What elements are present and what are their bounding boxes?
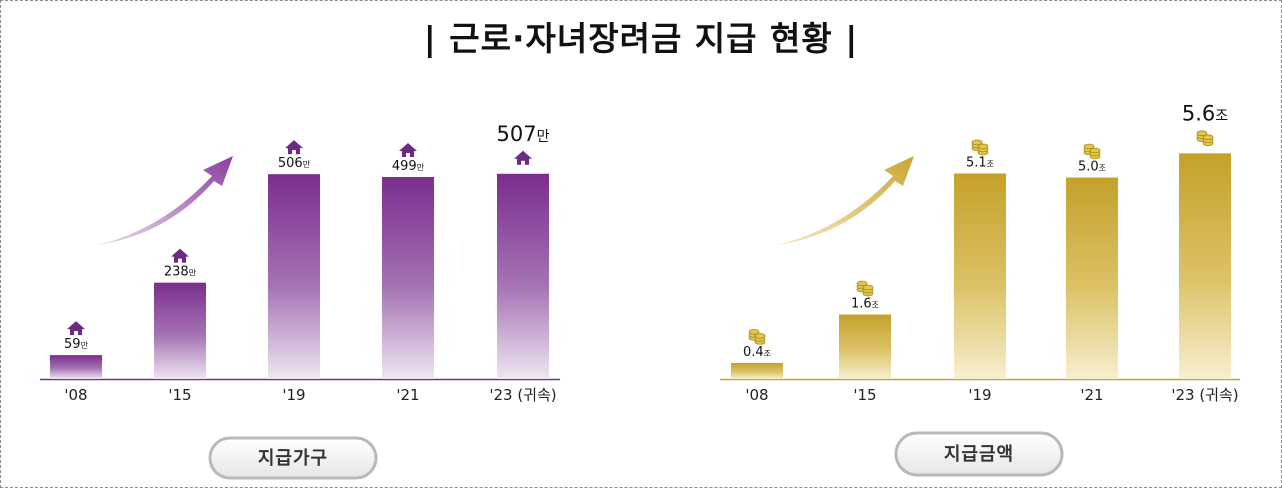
house-icon — [171, 248, 189, 263]
data-label: 59만 — [64, 337, 89, 352]
x-tick-label: '21 — [1080, 386, 1103, 404]
bar — [731, 362, 783, 379]
bar — [1179, 153, 1231, 379]
caption-pill: 지급가구 — [208, 436, 378, 480]
house-icon — [514, 150, 532, 165]
caption-label: 지급금액 — [944, 444, 1014, 465]
coins-icon — [971, 139, 989, 156]
data-label: 5.6조 — [1182, 101, 1228, 125]
house-icon — [399, 143, 417, 158]
bar — [268, 174, 320, 379]
house-icon — [67, 321, 85, 336]
data-label: 499만 — [392, 159, 425, 174]
x-tick-label: '19 — [968, 386, 991, 404]
x-tick-label: '08 — [745, 386, 768, 404]
x-tick-label: '19 — [282, 386, 305, 404]
trend-arrow-icon — [773, 156, 914, 246]
households-chart: 59만 '08 238만 '15 506만 '19 499만 '21 507만 '23 (귀속) 지… — [40, 122, 560, 480]
x-tick-label: '15 — [168, 386, 191, 404]
page-title: | 근로·자녀장려금 지급 현황 | — [423, 19, 859, 58]
x-tick-label: '08 — [64, 386, 87, 404]
data-label: 1.6조 — [851, 297, 879, 312]
data-label: 5.1조 — [966, 155, 994, 170]
amount-chart: 0.4조 '08 1.6조 '15 5.1조 '19 5.0조 '21 5.6조 '23 (귀속)… — [720, 101, 1240, 477]
x-tick-label: '23 (귀속) — [1171, 386, 1238, 404]
trend-arrow-icon — [92, 156, 233, 246]
bar — [382, 177, 434, 379]
data-label: 5.0조 — [1078, 160, 1106, 175]
coins-icon — [1196, 130, 1214, 147]
data-label: 238만 — [164, 265, 197, 280]
x-tick-label: '23 (귀속) — [489, 386, 556, 404]
bar — [154, 282, 206, 379]
coins-icon — [856, 280, 874, 297]
bar — [839, 314, 891, 379]
data-label: 506만 — [278, 156, 311, 171]
data-label: 0.4조 — [743, 345, 771, 360]
bar — [50, 355, 102, 379]
coins-icon — [748, 329, 766, 345]
x-tick-label: '15 — [853, 386, 876, 404]
bar — [1066, 177, 1118, 379]
data-label: 507만 — [497, 122, 550, 146]
bar — [497, 173, 549, 379]
x-tick-label: '21 — [396, 386, 419, 404]
caption-label: 지급가구 — [258, 448, 328, 469]
bar — [954, 173, 1006, 379]
coins-icon — [1083, 143, 1101, 160]
house-icon — [285, 140, 303, 155]
caption-pill: 지급금액 — [894, 431, 1064, 477]
